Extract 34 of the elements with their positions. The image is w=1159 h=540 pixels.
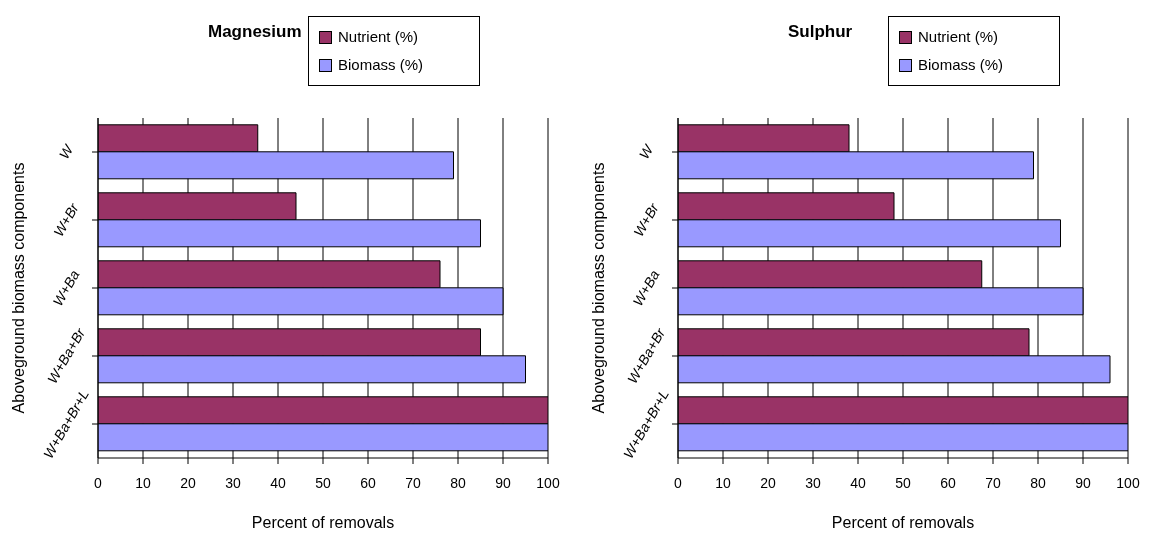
y-axis-title: Aboveground biomass components — [9, 162, 27, 414]
x-tick-label: 70 — [985, 474, 1001, 491]
x-tick-label: 100 — [1116, 474, 1140, 491]
x-tick-label: 90 — [495, 474, 511, 491]
x-tick-label: 20 — [760, 474, 776, 491]
x-tick-label: 10 — [135, 474, 151, 491]
legend-label: Biomass (%) — [918, 55, 1004, 75]
x-axis-title: Percent of removals — [251, 514, 395, 531]
x-tick-label: 50 — [315, 474, 331, 491]
x-tick-label: 80 — [450, 474, 466, 491]
x-tick-label: 10 — [715, 474, 731, 491]
x-tick-label: 40 — [850, 474, 866, 491]
chart-title: Sulphur — [788, 22, 853, 42]
x-tick-label: 60 — [940, 474, 956, 491]
y-axis-title: Aboveground biomass components — [589, 162, 607, 414]
x-tick-label: 90 — [1075, 474, 1091, 491]
x-tick-label: 30 — [225, 474, 241, 491]
x-tick-label: 40 — [270, 474, 286, 491]
legend-label: Nutrient (%) — [918, 27, 999, 47]
x-tick-label: 60 — [360, 474, 376, 491]
legend-label: Nutrient (%) — [338, 27, 419, 47]
chart-title: Magnesium — [208, 22, 302, 42]
x-axis-title: Percent of removals — [831, 514, 975, 531]
legend-label: Biomass (%) — [338, 55, 424, 75]
y-tick-label: W — [635, 140, 658, 162]
x-tick-label: 0 — [674, 474, 683, 491]
y-tick-label: W — [55, 140, 78, 162]
x-tick-label: 70 — [405, 474, 421, 491]
x-tick-label: 50 — [895, 474, 911, 491]
x-tick-label: 100 — [536, 474, 560, 491]
x-tick-label: 20 — [180, 474, 196, 491]
x-tick-label: 80 — [1030, 474, 1046, 491]
x-tick-label: 0 — [94, 474, 103, 491]
x-tick-label: 30 — [805, 474, 821, 491]
